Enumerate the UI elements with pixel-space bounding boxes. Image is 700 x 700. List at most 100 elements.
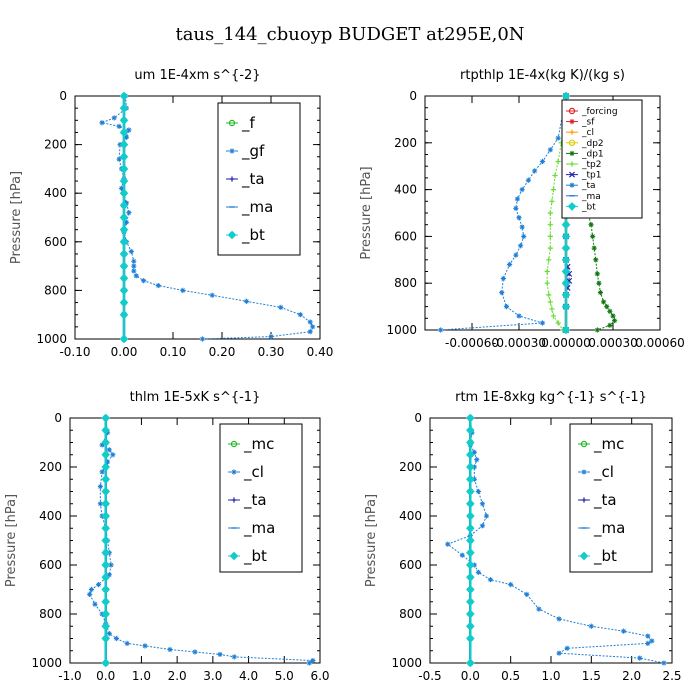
y-tick-label: 800	[44, 283, 67, 297]
data-point	[101, 548, 111, 558]
data-point	[307, 319, 313, 325]
data-point	[550, 313, 557, 319]
data-point	[471, 449, 477, 455]
data-point	[119, 286, 129, 295]
panel-title: rtpthlp 1E-4x(kg K)/(kg s)	[460, 68, 625, 83]
data-point	[101, 536, 111, 545]
data-point	[278, 304, 284, 311]
legend-label: _dp2	[581, 139, 604, 149]
data-point	[119, 103, 129, 113]
legend-marker	[231, 497, 237, 503]
data-point	[499, 289, 505, 296]
data-point	[306, 660, 312, 666]
x-tick-label: 2.0	[622, 669, 641, 683]
data-point	[546, 257, 552, 263]
data-point	[119, 225, 129, 234]
y-tick-label: 1000	[391, 656, 422, 670]
legend-label: _cl	[581, 128, 594, 138]
data-point	[479, 523, 486, 529]
legend-marker	[228, 119, 236, 127]
panel-1: um 1E-4xm s^{-2} Pressure [hPa] 0 200 400 600…	[9, 68, 333, 359]
data-point	[101, 462, 111, 472]
legend-marker	[229, 176, 235, 182]
y-axis-label: Pressure [hPa]	[359, 166, 374, 259]
data-point	[101, 523, 111, 533]
data-point	[116, 156, 122, 162]
data-point	[101, 487, 111, 496]
data-point	[547, 147, 553, 153]
data-point	[479, 501, 486, 507]
legend-label: _mc	[243, 435, 274, 454]
series-bt	[466, 413, 475, 668]
data-point	[438, 327, 444, 333]
data-point	[123, 200, 130, 206]
data-point	[101, 634, 111, 643]
data-point	[108, 562, 114, 568]
data-point	[126, 210, 132, 216]
panels: um 1E-4xm s^{-2} Pressure [hPa] 0 200 400 600…	[4, 68, 685, 683]
data-point	[101, 413, 111, 423]
panel-4: rtm 1E-8xkg kg^{-1} s^{-1} Pressure [hPa]…	[364, 390, 682, 683]
x-tick-label: 2.5	[662, 669, 681, 683]
y-tick-label: 400	[39, 509, 62, 523]
y-tick-label: 200	[394, 136, 417, 150]
data-point	[124, 640, 130, 646]
x-tick-label: 3.0	[203, 669, 222, 683]
x-tick-label: 0.30	[258, 345, 285, 359]
y-tick-label: 600	[399, 558, 422, 572]
legend-marker	[580, 440, 588, 448]
x-tick-label: 0.20	[209, 345, 236, 359]
data-point	[544, 268, 550, 275]
data-point	[106, 631, 112, 637]
data-point	[123, 134, 130, 140]
data-point	[594, 327, 600, 333]
data-point	[119, 298, 129, 307]
data-point	[307, 329, 313, 335]
data-point	[99, 469, 105, 475]
data-point	[466, 597, 475, 607]
x-tick-label: 1.5	[582, 669, 601, 683]
legend-label: _tp1	[581, 171, 601, 181]
legend: _f _gf _ta _ma _bt	[217, 102, 301, 256]
data-point	[466, 487, 475, 496]
x-tick-label: 0.00000	[541, 336, 591, 350]
data-point	[466, 536, 475, 545]
legend-label: _gf	[241, 142, 265, 161]
figure-title: taus_144_cbuoyp BUDGET at295E,0N	[175, 24, 524, 45]
data-point	[119, 152, 129, 162]
y-tick-label: 0	[414, 411, 422, 425]
x-tick-label: 0.00	[111, 345, 138, 359]
data-point	[92, 601, 98, 607]
legend-box	[561, 99, 643, 219]
data-point	[119, 334, 129, 344]
y-tick-label: 200	[399, 460, 422, 474]
data-point	[111, 115, 117, 121]
x-tick-label: 0.10	[160, 345, 187, 359]
legend-label: _bt	[243, 547, 267, 566]
data-point	[593, 257, 599, 263]
data-point	[544, 280, 550, 286]
y-tick-label: 200	[44, 138, 67, 152]
data-point	[547, 222, 553, 228]
data-point	[475, 488, 481, 495]
data-point	[128, 248, 134, 255]
data-point	[88, 586, 95, 593]
data-point	[590, 233, 596, 239]
data-point	[101, 425, 111, 435]
data-point	[101, 597, 111, 607]
legend-label: _dp1	[581, 149, 604, 159]
data-point	[550, 187, 557, 193]
data-point	[611, 318, 618, 324]
legend-label: _ma	[243, 519, 275, 538]
legend-box	[217, 102, 301, 256]
data-point	[645, 640, 651, 646]
data-point	[539, 158, 546, 165]
data-point	[524, 591, 530, 597]
data-point	[95, 582, 102, 588]
data-point	[597, 289, 604, 296]
legend: _mc _cl _ta _ma _bt	[219, 423, 303, 573]
y-axis-label: Pressure [hPa]	[364, 494, 379, 587]
data-point	[552, 172, 558, 179]
data-point	[155, 282, 161, 289]
legend-label: _ma	[593, 519, 625, 538]
